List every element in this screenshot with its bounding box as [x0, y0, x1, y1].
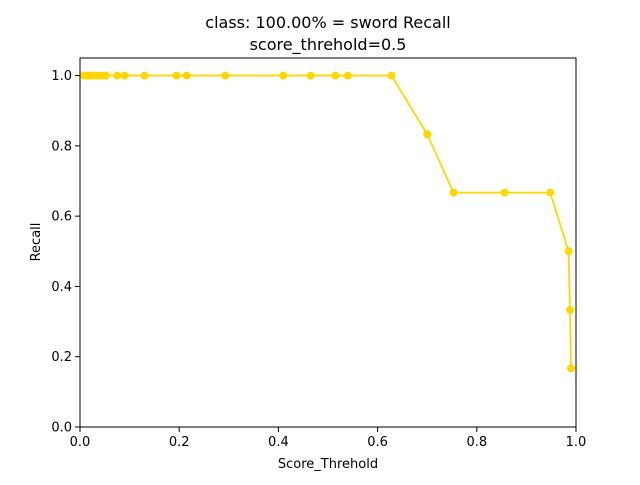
x-tick-label: 0.0	[70, 435, 91, 450]
recall-data-point	[279, 71, 288, 80]
y-tick-label: 0.8	[51, 139, 72, 154]
y-tick-label: 0.2	[51, 350, 72, 365]
recall-data-point	[101, 71, 110, 80]
recall-data-point	[546, 188, 555, 197]
x-tick-label: 0.4	[268, 435, 289, 450]
recall-data-point	[331, 71, 340, 80]
recall-data-point	[140, 71, 149, 80]
y-tick-label: 0.6	[51, 210, 72, 225]
recall-data-point	[564, 247, 573, 256]
y-tick-label: 0.4	[51, 280, 72, 295]
chart-title-line2: score_threhold=0.5	[250, 35, 407, 55]
recall-data-point	[182, 71, 191, 80]
series-layer	[79, 71, 576, 373]
x-tick-label: 0.6	[367, 435, 388, 450]
recall-data-point	[221, 71, 230, 80]
y-axis: 0.0 0.2 0.4 0.6 0.8 1.0	[51, 69, 80, 436]
chart-title-line1: class: 100.00% = sword Recall	[205, 13, 450, 32]
y-tick-label: 0.0	[51, 421, 72, 436]
recall-data-point	[449, 188, 458, 197]
recall-data-point	[566, 305, 575, 314]
recall-data-point	[500, 188, 509, 197]
x-tick-label: 0.8	[466, 435, 487, 450]
recall-data-point	[567, 364, 576, 373]
x-axis: 0.0 0.2 0.4 0.6 0.8 1.0	[70, 427, 587, 450]
y-axis-label: Recall	[29, 223, 44, 262]
x-tick-label: 1.0	[566, 435, 587, 450]
y-tick-label: 1.0	[51, 69, 72, 84]
recall-data-point	[120, 71, 129, 80]
x-axis-label: Score_Threhold	[278, 457, 378, 472]
recall-data-point	[113, 71, 122, 80]
recall-data-point	[306, 71, 315, 80]
recall-data-point	[172, 71, 181, 80]
x-tick-label: 0.2	[169, 435, 190, 450]
recall-data-point	[343, 71, 352, 80]
recall-data-point	[387, 71, 396, 80]
plot-frame	[79, 57, 577, 428]
recall-data-point	[423, 130, 432, 139]
